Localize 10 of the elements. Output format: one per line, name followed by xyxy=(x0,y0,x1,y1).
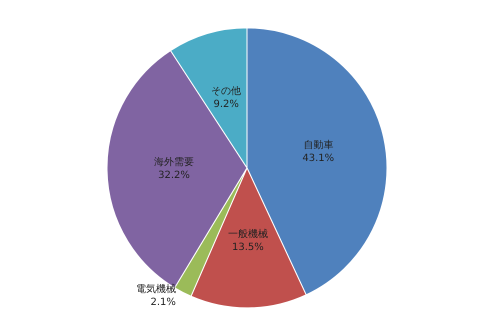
slice-label: 自動車 xyxy=(303,139,334,152)
slice-label: 電気機械 xyxy=(136,282,176,295)
data-label: 2.1% xyxy=(150,296,176,308)
slice-label: 海外需要 xyxy=(154,156,194,168)
data-label: 9.2% xyxy=(214,98,239,110)
slice-label: 一般機械 xyxy=(228,228,268,240)
data-label: 32.2% xyxy=(158,170,190,182)
slice-label: その他 xyxy=(211,84,242,97)
data-label: 13.5% xyxy=(232,242,264,253)
data-label: 43.1% xyxy=(302,153,334,164)
